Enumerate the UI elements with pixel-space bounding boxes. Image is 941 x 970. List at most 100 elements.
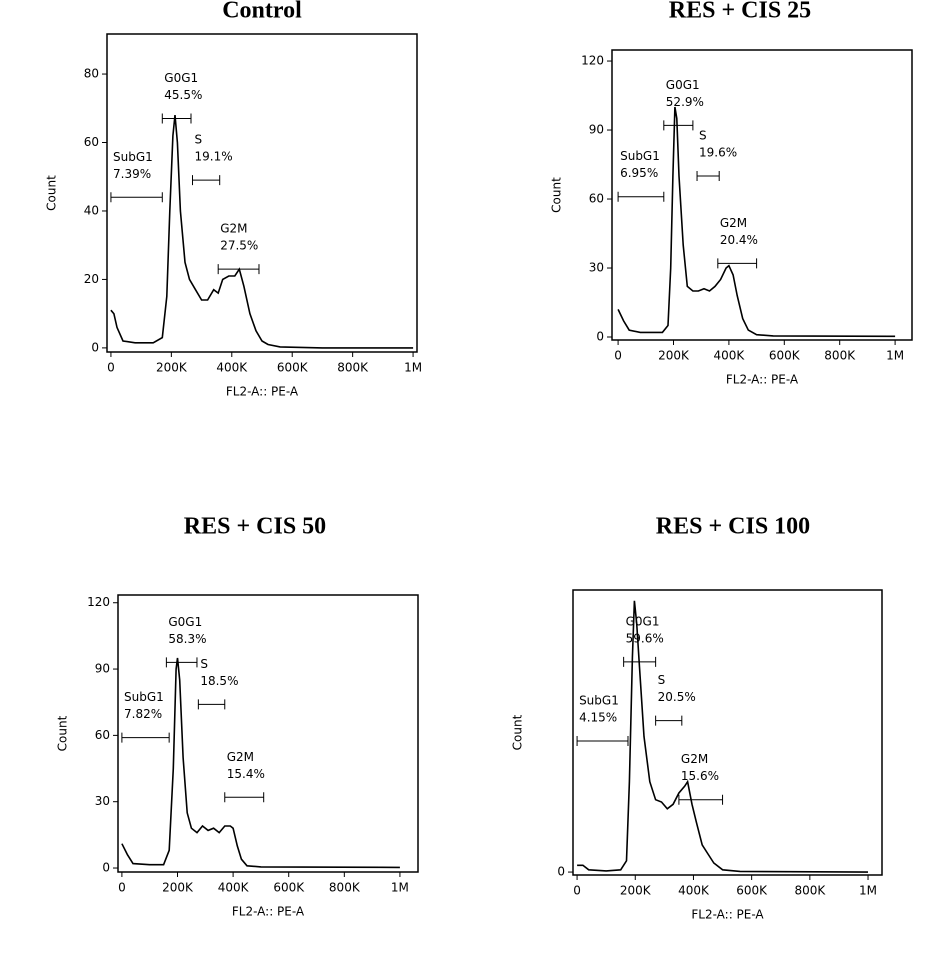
- x-tick-label: 600K: [769, 349, 801, 363]
- x-tick-label: 1M: [404, 361, 422, 375]
- x-tick-label: 600K: [277, 361, 309, 375]
- x-tick-label: 200K: [162, 881, 194, 895]
- y-tick-label: 60: [95, 728, 110, 742]
- gate: [165, 657, 198, 668]
- gate-percent: 27.5%: [220, 239, 258, 253]
- gate-name: SubG1: [579, 693, 619, 707]
- y-axis-label: Count: [550, 177, 564, 213]
- x-tick-label: 800K: [329, 881, 361, 895]
- plot-frame: [611, 49, 913, 341]
- y-tick-label: 30: [95, 794, 110, 808]
- plot-frame: [117, 594, 419, 873]
- x-tick-label: 0: [107, 361, 115, 375]
- chart-title: RES + CIS 50: [184, 514, 326, 540]
- x-axis-label: FL2-A:: PE-A: [226, 385, 299, 399]
- gate-name: G2M: [220, 222, 247, 236]
- gate-percent: 20.5%: [658, 690, 696, 704]
- histogram-line: [110, 115, 414, 349]
- gate: [576, 735, 629, 746]
- gate-name: SubG1: [113, 150, 153, 164]
- gate-percent: 7.82%: [124, 707, 162, 721]
- gate: [197, 699, 226, 710]
- gate-percent: 18.5%: [200, 674, 238, 688]
- gate-name: S: [195, 133, 203, 147]
- histogram-line: [121, 657, 400, 869]
- gate: [617, 191, 665, 202]
- gate: [161, 113, 192, 124]
- gate: [121, 732, 170, 743]
- x-tick-label: 400K: [218, 881, 250, 895]
- y-tick-label: 30: [589, 261, 604, 275]
- x-tick-label: 800K: [824, 349, 856, 363]
- x-tick-label: 0: [573, 884, 581, 898]
- x-tick-label: 200K: [156, 361, 188, 375]
- gate-name: G0G1: [626, 614, 660, 628]
- gate-name: S: [200, 657, 208, 671]
- y-tick-label: 120: [581, 54, 604, 68]
- x-tick-label: 800K: [794, 884, 826, 898]
- chart-title: RES + CIS 25: [669, 0, 811, 24]
- gate: [717, 258, 758, 269]
- x-tick-label: 400K: [678, 884, 710, 898]
- gate: [678, 794, 724, 805]
- gate: [623, 656, 657, 667]
- x-tick-label: 400K: [714, 349, 746, 363]
- x-axis-label: FL2-A:: PE-A: [726, 373, 799, 387]
- plot-frame: [106, 33, 418, 353]
- gate: [192, 175, 221, 186]
- y-axis-label: Count: [56, 715, 70, 751]
- gate-percent: 59.6%: [626, 631, 664, 645]
- plot-frame: [572, 589, 883, 876]
- gate-percent: 7.39%: [113, 167, 151, 181]
- gate: [110, 192, 163, 203]
- gate-percent: 45.5%: [164, 88, 202, 102]
- gate: [224, 792, 265, 803]
- y-tick-label: 0: [596, 330, 604, 344]
- gate-name: SubG1: [124, 690, 164, 704]
- histogram-panel: RES + CIS 25 0 30 60 90 120 0 200K 400K 600K 800K 1…: [550, 0, 913, 387]
- y-tick-label: 90: [95, 662, 110, 676]
- gate-name: G0G1: [168, 615, 202, 629]
- y-axis-label: Count: [45, 175, 59, 211]
- chart-title: Control: [222, 0, 302, 24]
- x-tick-label: 1M: [859, 884, 877, 898]
- x-tick-label: 800K: [337, 361, 369, 375]
- gate-percent: 58.3%: [168, 632, 206, 646]
- y-tick-label: 0: [91, 340, 99, 354]
- gate-percent: 19.6%: [699, 146, 737, 160]
- y-tick-label: 90: [589, 123, 604, 137]
- y-tick-label: 0: [102, 861, 110, 875]
- gate: [655, 715, 683, 726]
- x-axis-label: FL2-A:: PE-A: [691, 908, 764, 922]
- gate: [696, 171, 720, 182]
- x-tick-label: 1M: [391, 881, 409, 895]
- gate-percent: 6.95%: [620, 166, 658, 180]
- gate-percent: 20.4%: [720, 233, 758, 247]
- x-tick-label: 200K: [620, 884, 652, 898]
- x-axis-label: FL2-A:: PE-A: [232, 905, 305, 919]
- histogram-line: [577, 600, 869, 873]
- y-tick-label: 60: [84, 135, 99, 149]
- gate: [217, 264, 260, 275]
- y-tick-label: 0: [557, 865, 565, 879]
- gate-name: S: [699, 129, 707, 143]
- x-tick-label: 600K: [273, 881, 305, 895]
- x-tick-label: 200K: [658, 349, 690, 363]
- gate: [663, 120, 694, 131]
- gate-name: S: [658, 673, 666, 687]
- gate-percent: 4.15%: [579, 710, 617, 724]
- gate-name: G0G1: [164, 71, 198, 85]
- histogram-panel: Control 0 20 40 60 80 0 200K 400K 600K 800K 1M FL2-A…: [45, 0, 423, 399]
- x-tick-label: 0: [614, 349, 622, 363]
- histogram-panel: RES + CIS 50 0 30 60 90 120 0 200K 400K 600K 800K 1…: [56, 514, 419, 919]
- gate-percent: 15.6%: [681, 769, 719, 783]
- y-tick-label: 60: [589, 192, 604, 206]
- y-tick-label: 20: [84, 272, 99, 286]
- histogram-line: [617, 106, 896, 338]
- y-tick-label: 40: [84, 203, 99, 217]
- x-tick-label: 400K: [216, 361, 248, 375]
- gate-percent: 15.4%: [227, 767, 265, 781]
- gate-name: G2M: [681, 752, 708, 766]
- y-tick-label: 120: [87, 595, 110, 609]
